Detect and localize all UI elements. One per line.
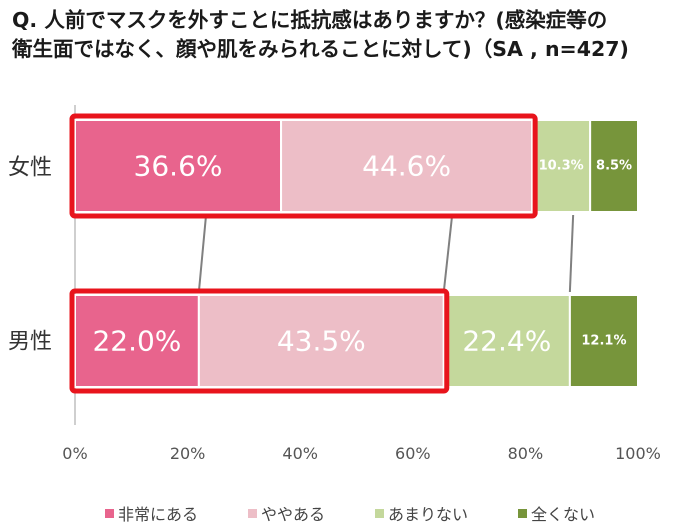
legend-item-somewhat: ややある <box>247 501 325 525</box>
legend-item-not-much: あまりない <box>375 501 468 525</box>
highlight-box-male <box>69 288 450 394</box>
x-tick-label: 100% <box>615 444 661 463</box>
bar-segment-female-none <box>589 119 640 213</box>
bar-segment-male-none <box>568 294 640 388</box>
data-label-male-none: 12.1% <box>581 334 626 349</box>
connector-line <box>442 214 454 293</box>
chart-title-line-2: 衛生面ではなく、顔や肌をみられることに対して)（SA , n=427) <box>12 37 629 61</box>
x-tick-label: 20% <box>170 444 206 463</box>
x-tick-label: 80% <box>508 444 544 463</box>
chart-legend: 非常にある ややある あまりない 全くない <box>0 500 700 526</box>
data-label-male-very: 22.0% <box>92 325 181 358</box>
data-label-female-none: 8.5% <box>596 159 632 174</box>
data-label-male-not-much: 22.4% <box>462 325 551 358</box>
data-label-male-somewhat: 43.5% <box>277 325 366 358</box>
data-label-female-somewhat: 44.6% <box>362 150 451 183</box>
bar-segment-female-not-much <box>531 119 592 213</box>
bar-segment-female-very <box>74 119 283 213</box>
data-label-female-not-much: 10.3% <box>539 159 584 174</box>
category-label-female: 女性 <box>8 156 52 181</box>
legend-swatch-none <box>518 508 528 518</box>
legend-swatch-very <box>104 508 114 518</box>
bar-segment-male-somewhat <box>197 294 445 388</box>
bar-segment-male-very <box>74 294 200 388</box>
chart-title: Q. 人前でマスクを外すことに抵抗感はありますか？(感染症等の 衛生面ではなく、… <box>12 6 696 64</box>
x-tick-label: 60% <box>395 444 431 463</box>
legend-swatch-not-much <box>375 508 384 518</box>
data-label-female-very: 36.6% <box>134 150 223 183</box>
legend-item-very: 非常にある <box>104 501 198 525</box>
x-tick-label: 0% <box>62 444 87 463</box>
category-label-male: 男性 <box>8 330 52 355</box>
highlight-box-female <box>69 113 538 219</box>
legend-label-none: 全くない <box>531 505 596 524</box>
legend-item-none: 全くない <box>518 501 595 525</box>
legend-label-not-much: あまりない <box>388 505 469 524</box>
legend-label-very: 非常にある <box>117 505 198 524</box>
connector-line <box>568 214 575 293</box>
stacked-bar-chart: 0% 20% 40% 60% 80% 100% 36.6% 44.6% 10.3% 8.5% 女性 2… <box>8 105 661 463</box>
bar-segment-female-somewhat <box>280 119 534 213</box>
legend-label-somewhat: ややある <box>260 505 325 524</box>
legend-swatch-somewhat <box>247 508 257 518</box>
x-tick-label: 40% <box>282 444 318 463</box>
chart-title-line-1: Q. 人前でマスクを外すことに抵抗感はありますか？(感染症等の <box>12 8 608 32</box>
connector-line <box>197 214 208 293</box>
